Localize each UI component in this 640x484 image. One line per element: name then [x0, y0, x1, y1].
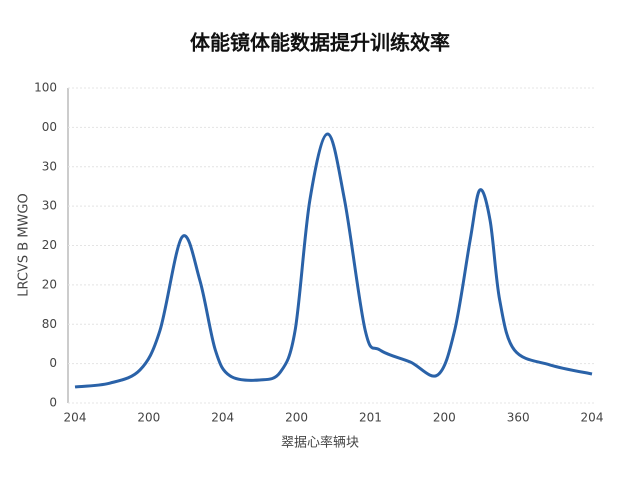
x-tick-label: 200	[137, 411, 160, 425]
x-tick-label: 200	[433, 411, 456, 425]
y-tick-label: 80	[42, 317, 57, 331]
x-tick-label: 204	[64, 411, 87, 425]
x-tick-label: 201	[359, 411, 382, 425]
y-tick-label: 0	[49, 396, 57, 410]
x-axis-label: 翠据心率辆块	[281, 435, 359, 451]
x-tick-label: 204	[211, 411, 234, 425]
y-tick-label: 20	[42, 277, 57, 291]
chart-title: 体能镜体能数据提升训练效率	[190, 31, 450, 55]
y-tick-label: 100	[34, 81, 57, 95]
x-tick-label: 360	[507, 411, 530, 425]
y-tick-label: 30	[42, 159, 57, 173]
y-tick-label: 30	[42, 199, 57, 213]
line-series	[74, 132, 593, 389]
x-tick-label: 204	[581, 411, 604, 425]
y-tick-label: 0	[49, 356, 57, 370]
y-axis-label: LRCVS B MWGO	[17, 193, 32, 296]
y-tick-label: 00	[42, 120, 57, 134]
y-tick-label: 20	[42, 238, 57, 252]
x-tick-label: 200	[285, 411, 308, 425]
